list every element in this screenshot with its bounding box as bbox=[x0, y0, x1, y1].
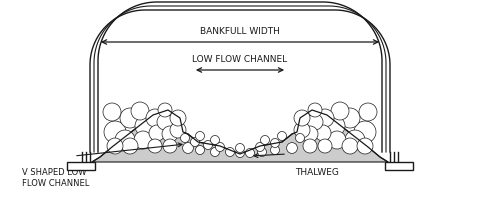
Polygon shape bbox=[92, 110, 388, 162]
Circle shape bbox=[277, 132, 287, 141]
Circle shape bbox=[255, 142, 264, 152]
Circle shape bbox=[245, 148, 254, 158]
Bar bbox=[385, 162, 413, 170]
Circle shape bbox=[236, 148, 244, 158]
Text: LOW FLOW CHANNEL: LOW FLOW CHANNEL bbox=[192, 55, 288, 64]
Circle shape bbox=[146, 109, 164, 127]
Circle shape bbox=[271, 139, 279, 147]
Circle shape bbox=[163, 139, 177, 153]
Circle shape bbox=[307, 114, 323, 130]
Circle shape bbox=[104, 121, 126, 143]
Circle shape bbox=[287, 143, 298, 153]
Circle shape bbox=[204, 141, 213, 149]
Circle shape bbox=[294, 110, 310, 126]
Circle shape bbox=[162, 126, 178, 142]
Circle shape bbox=[158, 103, 172, 117]
Circle shape bbox=[302, 126, 318, 142]
Circle shape bbox=[211, 147, 219, 157]
Circle shape bbox=[122, 138, 138, 154]
Circle shape bbox=[318, 139, 332, 153]
Circle shape bbox=[331, 102, 349, 120]
Circle shape bbox=[354, 121, 376, 143]
Circle shape bbox=[170, 110, 186, 126]
Circle shape bbox=[149, 125, 165, 141]
Circle shape bbox=[191, 138, 200, 146]
Circle shape bbox=[340, 108, 360, 128]
Text: V SHAPED LOW
FLOW CHANNEL: V SHAPED LOW FLOW CHANNEL bbox=[22, 168, 89, 188]
Circle shape bbox=[316, 109, 334, 127]
Circle shape bbox=[294, 122, 310, 138]
Circle shape bbox=[308, 103, 322, 117]
Circle shape bbox=[226, 147, 235, 157]
Circle shape bbox=[195, 145, 204, 155]
Circle shape bbox=[148, 139, 162, 153]
Circle shape bbox=[261, 136, 269, 144]
Text: BANKFULL WIDTH: BANKFULL WIDTH bbox=[200, 27, 280, 36]
Circle shape bbox=[325, 116, 345, 136]
Circle shape bbox=[211, 136, 219, 144]
Circle shape bbox=[359, 103, 377, 121]
Circle shape bbox=[216, 142, 225, 152]
Circle shape bbox=[328, 131, 346, 149]
Circle shape bbox=[170, 122, 186, 138]
Circle shape bbox=[120, 108, 140, 128]
Circle shape bbox=[180, 134, 190, 142]
Circle shape bbox=[236, 143, 244, 153]
Circle shape bbox=[157, 114, 173, 130]
Circle shape bbox=[115, 130, 135, 150]
Circle shape bbox=[135, 116, 155, 136]
Circle shape bbox=[131, 102, 149, 120]
Circle shape bbox=[182, 143, 193, 153]
Circle shape bbox=[134, 131, 152, 149]
Circle shape bbox=[257, 147, 266, 157]
Text: THALWEG: THALWEG bbox=[295, 168, 339, 177]
Circle shape bbox=[107, 138, 123, 154]
Circle shape bbox=[345, 130, 365, 150]
Circle shape bbox=[342, 138, 358, 154]
Circle shape bbox=[195, 132, 204, 141]
Bar bbox=[67, 162, 95, 170]
Circle shape bbox=[303, 139, 317, 153]
Circle shape bbox=[103, 103, 121, 121]
Circle shape bbox=[357, 138, 373, 154]
Circle shape bbox=[296, 134, 304, 142]
Circle shape bbox=[315, 125, 331, 141]
Circle shape bbox=[271, 145, 279, 155]
